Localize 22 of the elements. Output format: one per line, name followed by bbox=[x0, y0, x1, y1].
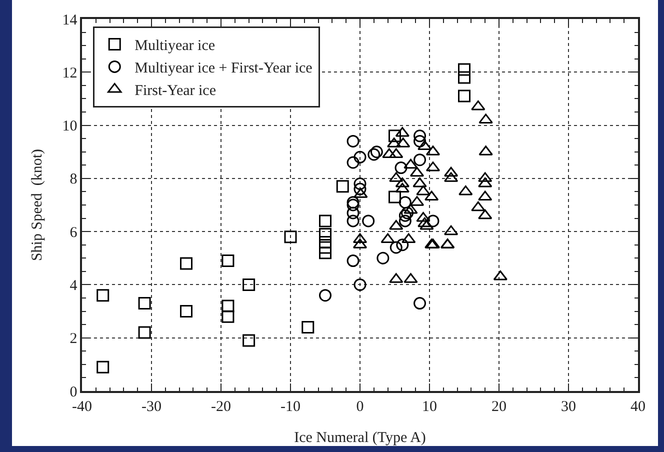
y-tick-label: 0 bbox=[70, 384, 78, 400]
y-tick-label: 4 bbox=[70, 278, 78, 294]
x-tick-label: 0 bbox=[356, 398, 364, 415]
x-tick-label: -30 bbox=[142, 398, 162, 415]
x-tick-label: -20 bbox=[211, 398, 231, 415]
x-tick-label: -10 bbox=[280, 398, 300, 415]
y-tick-label: 10 bbox=[62, 118, 78, 135]
legend-label: First-Year ice bbox=[134, 83, 216, 100]
x-tick-label: 40 bbox=[630, 398, 646, 415]
x-tick-label: 30 bbox=[561, 398, 576, 415]
x-tick-label: -40 bbox=[72, 398, 92, 415]
legend-label: Multiyear ice bbox=[134, 38, 216, 54]
y-axis-title: Ship Speed (knot) bbox=[30, 148, 46, 262]
y-tick-label: 2 bbox=[70, 331, 78, 348]
x-tick-label: 20 bbox=[492, 398, 506, 415]
x-tick-label: 10 bbox=[422, 398, 437, 415]
legend-label: Multiyear ice + First-Year ice bbox=[134, 60, 313, 77]
y-tick-label: 8 bbox=[70, 172, 78, 188]
y-tick-label: 12 bbox=[62, 65, 78, 82]
x-axis-title: Ice Numeral (Type A) bbox=[294, 430, 426, 446]
y-tick-label: 14 bbox=[62, 12, 78, 28]
y-tick-label: 6 bbox=[70, 224, 78, 241]
